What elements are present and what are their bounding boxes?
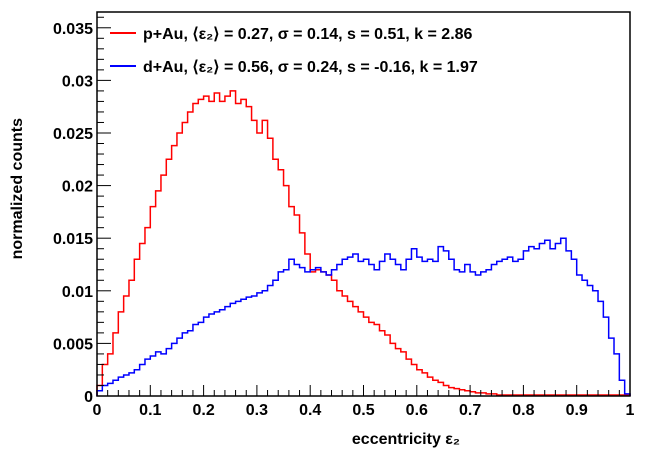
y-tick-label: 0.01 [62, 284, 93, 301]
x-tick-label: 0.9 [566, 402, 588, 419]
x-tick-label: 0.8 [512, 402, 534, 419]
y-tick-label: 0.025 [53, 126, 93, 143]
x-tick-label: 0.7 [459, 402, 481, 419]
y-tick-label: 0.005 [53, 336, 93, 353]
y-tick-label: 0 [84, 389, 93, 406]
y-tick-label: 0.015 [53, 231, 93, 248]
legend-entry-d-au: d+Au, ⟨ε₂⟩ = 0.56, σ = 0.24, s = -0.16, … [143, 59, 478, 76]
x-tick-label: 0.3 [246, 402, 268, 419]
y-tick-label: 0.035 [53, 21, 93, 38]
y-tick-label: 0.03 [62, 73, 93, 90]
x-tick-label: 0.1 [139, 402, 161, 419]
y-axis-title: normalized counts [9, 118, 26, 259]
x-tick-label: 0.4 [299, 402, 321, 419]
x-tick-label: 0.5 [352, 402, 374, 419]
x-tick-label: 0.6 [406, 402, 428, 419]
x-tick-label: 1 [626, 402, 635, 419]
legend-entry-p-au: p+Au, ⟨ε₂⟩ = 0.27, σ = 0.14, s = 0.51, k… [143, 26, 473, 43]
y-tick-label: 0.02 [62, 179, 93, 196]
x-tick-label: 0.2 [192, 402, 214, 419]
x-axis-title: eccentricity ε₂ [352, 431, 460, 448]
x-tick-label: 0 [93, 402, 102, 419]
